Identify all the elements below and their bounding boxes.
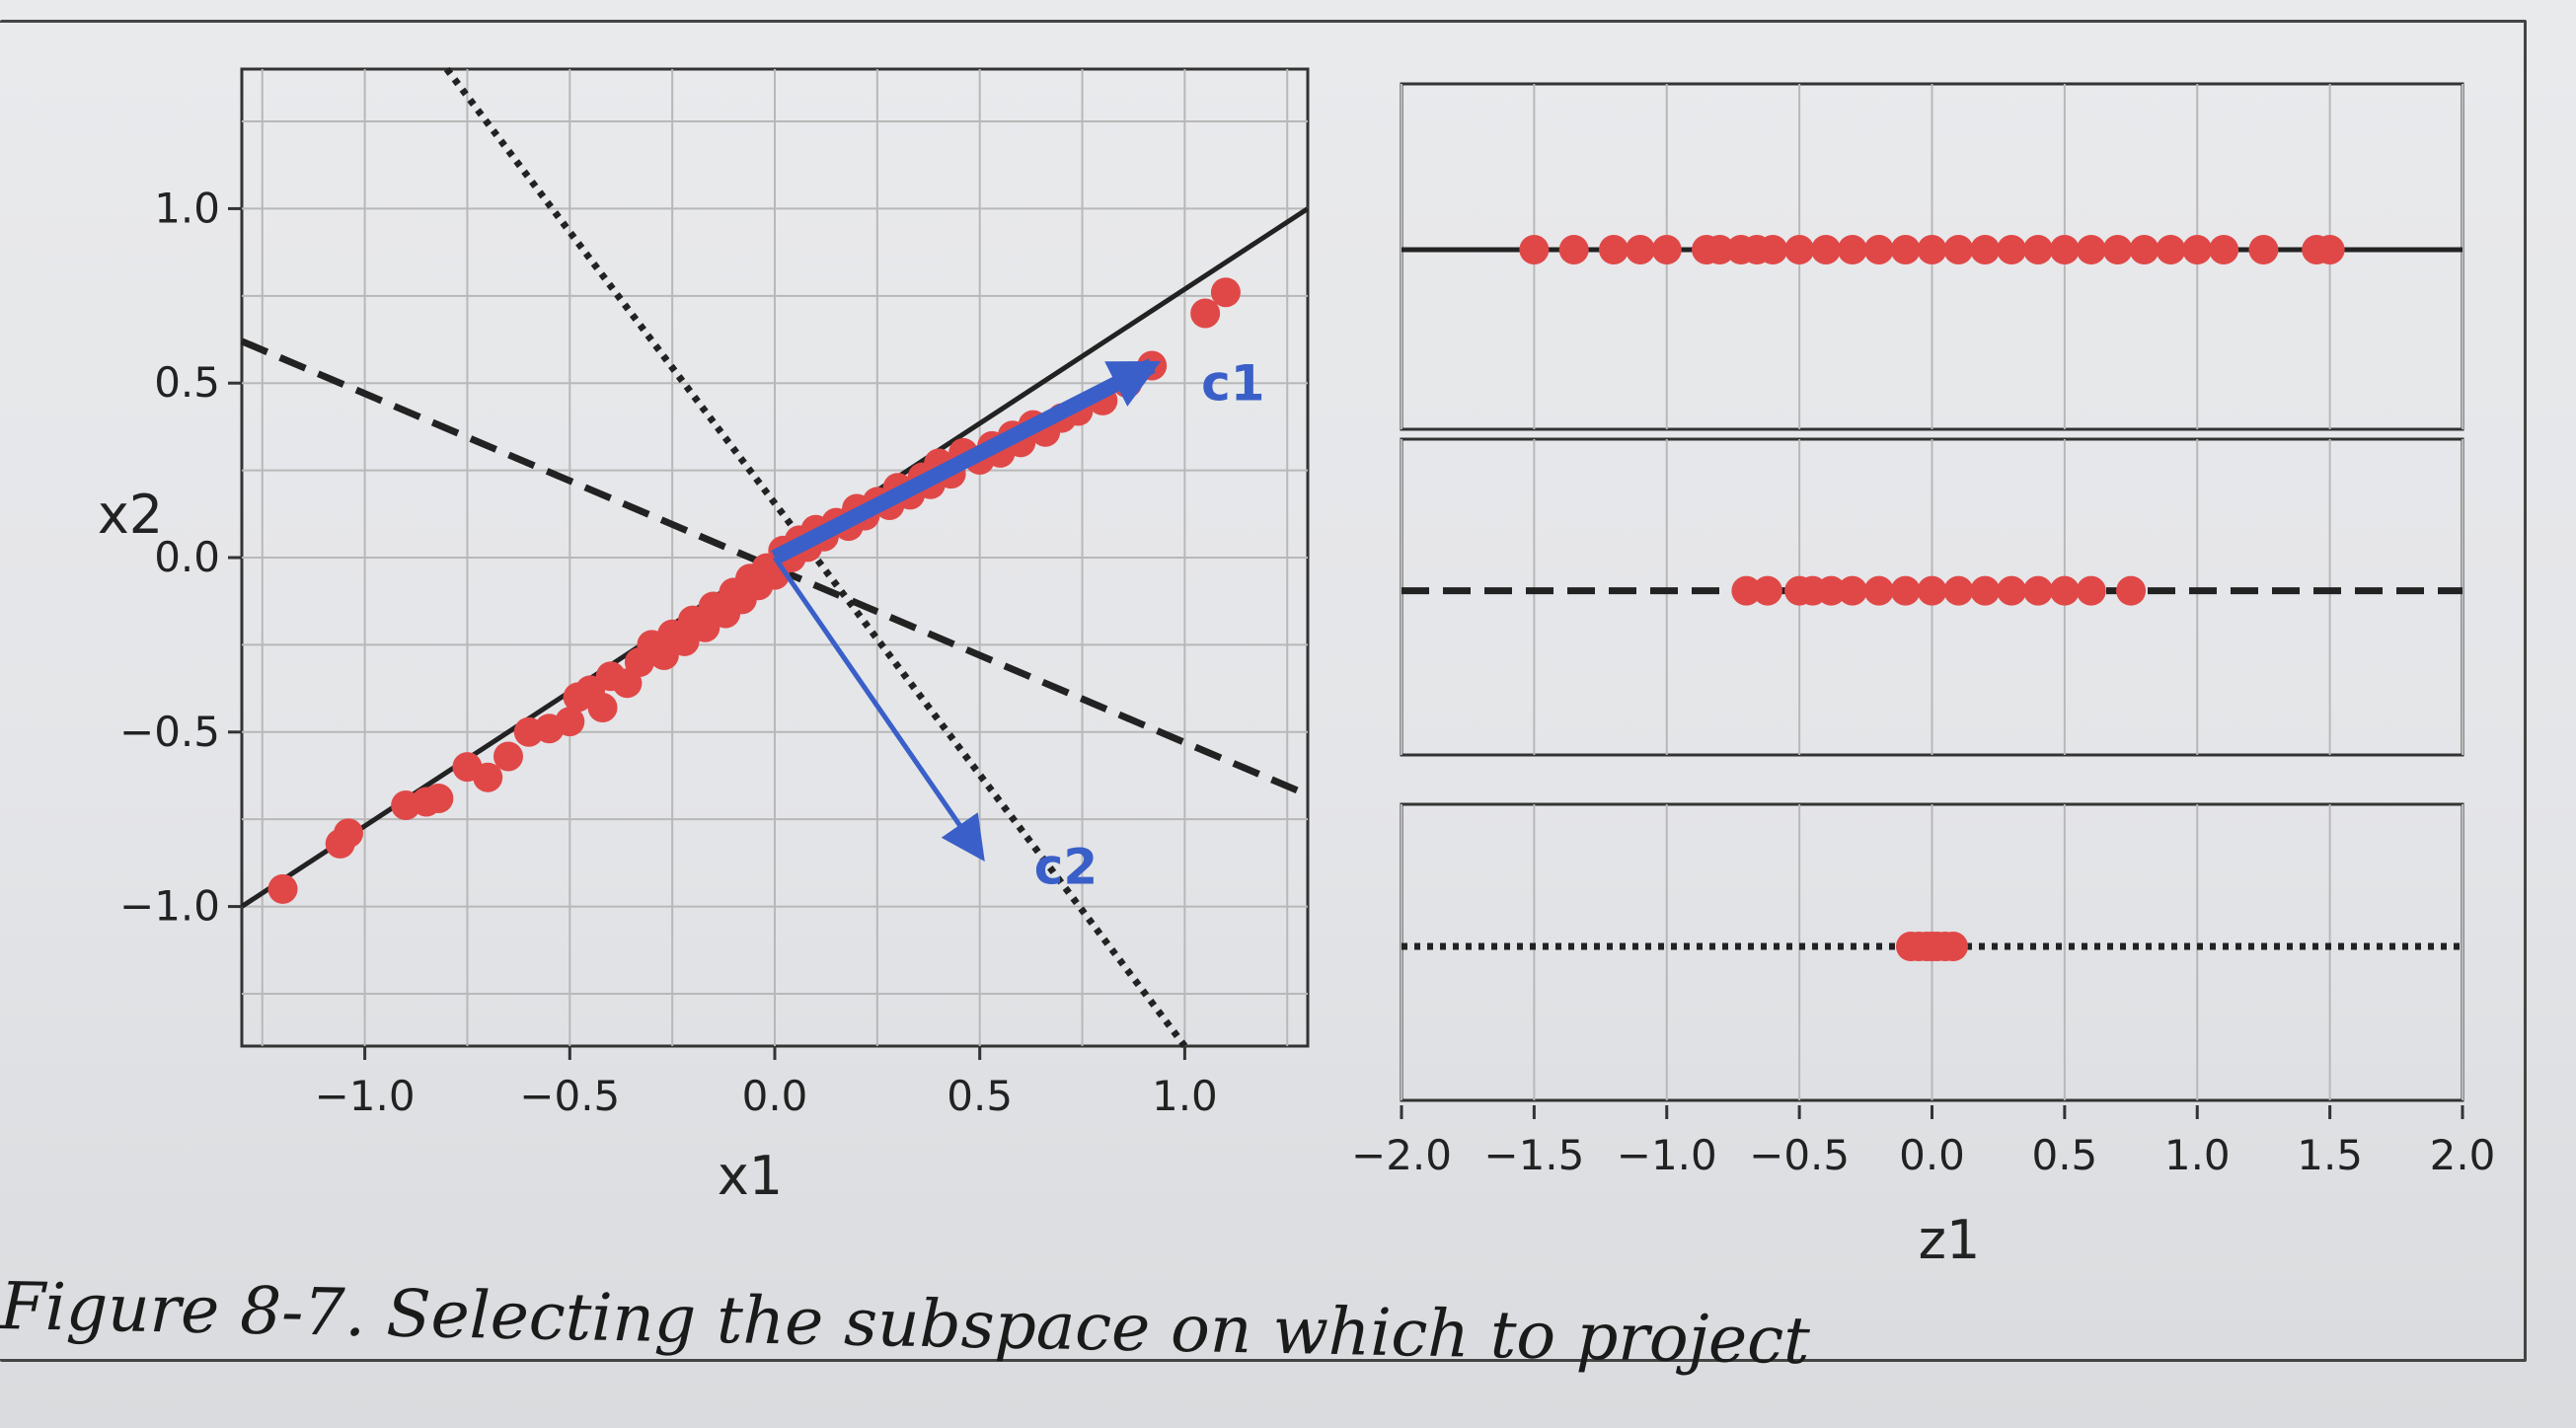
right-plots: −2.0 −1.5 −1.0 −0.5 0.0 0.5 1.0 1.5 2.0 z1: [1351, 82, 2495, 1271]
right-panel-1-point-1: [1752, 575, 1782, 606]
right-panel-dashed: [1400, 437, 2464, 757]
left-plot-x-ticks: −1.0 −0.5 0.0 0.5 1.0: [315, 1046, 1218, 1120]
left-plot-x-axis-label: x1: [718, 1145, 783, 1207]
right-panel-0-point-23: [2129, 235, 2159, 264]
left-point-2: [334, 818, 363, 849]
right-panel-0-point-4: [1651, 235, 1682, 264]
left-xtick-label-2: 0.0: [742, 1072, 808, 1120]
right-panel-0-point-15: [1917, 235, 1947, 264]
right-plot-x-axis-label: z1: [1919, 1209, 1981, 1271]
right-panel-0-point-0: [1519, 235, 1550, 264]
right-panel-1-point-13: [2049, 575, 2080, 606]
right-xtick-label-3: −0.5: [1749, 1131, 1850, 1179]
left-point-64: [1210, 277, 1241, 308]
left-ytick-label-0: −1.0: [119, 882, 220, 931]
right-panel-1-point-4: [1816, 575, 1847, 606]
left-plot-y-axis-label: x2: [98, 484, 163, 546]
right-panel-1-point-8: [1917, 575, 1947, 606]
right-panel-1-point-10: [1970, 575, 2001, 606]
right-panel-0-point-17: [1970, 235, 2001, 264]
right-xtick-label-5: 0.5: [2031, 1131, 2097, 1179]
right-xtick-label-7: 1.5: [2297, 1131, 2363, 1179]
right-panel-0-point-10: [1784, 235, 1815, 264]
right-panel-0-point-27: [2248, 235, 2279, 264]
left-ytick-label-1: −0.5: [119, 708, 220, 756]
left-plot-vectors: c1 c2: [771, 355, 1265, 896]
right-xtick-label-2: −1.0: [1617, 1131, 1717, 1179]
left-plot-points: [267, 277, 1241, 904]
left-xtick-label-0: −1.0: [315, 1072, 416, 1120]
left-point-14: [587, 693, 618, 723]
right-panel-0-point-22: [2102, 235, 2133, 264]
vector-label-c2: c2: [1034, 839, 1098, 896]
left-point-0: [267, 873, 298, 904]
right-panel-1-point-15: [2116, 575, 2147, 606]
right-panel-0-point-3: [1625, 235, 1655, 264]
right-panel-0-point-1: [1558, 235, 1589, 264]
right-panel-0-point-21: [2076, 235, 2106, 264]
right-panel-0-point-24: [2156, 235, 2186, 264]
right-panel-1-point-6: [1863, 575, 1894, 606]
left-ytick-label-4: 1.0: [154, 184, 220, 232]
right-panel-2-point-6: [1938, 932, 1968, 961]
left-ytick-label-2: 0.0: [154, 533, 220, 581]
right-panel-dotted: [1400, 802, 2464, 1102]
left-point-11: [555, 707, 585, 737]
left-plot-grid: [242, 69, 1308, 1046]
left-xtick-label-4: 1.0: [1152, 1072, 1218, 1120]
right-panel-0-point-20: [2049, 235, 2080, 264]
right-panel-1-point-0: [1731, 575, 1762, 606]
left-ytick-label-3: 0.5: [154, 358, 220, 407]
left-point-8: [493, 741, 523, 772]
right-panel-0-point-9: [1758, 235, 1788, 264]
left-point-5: [423, 783, 454, 813]
left-point-63: [1190, 298, 1221, 329]
right-panel-0-point-6: [1705, 235, 1735, 264]
right-panel-0-point-25: [2182, 235, 2213, 264]
right-xtick-label-0: −2.0: [1351, 1131, 1452, 1179]
left-point-7: [473, 762, 503, 792]
right-panel-0-point-19: [2023, 235, 2053, 264]
right-panel-1-point-9: [1943, 575, 1974, 606]
right-plot-x-ticks: −2.0 −1.5 −1.0 −0.5 0.0 0.5 1.0 1.5 2.0: [1351, 1105, 2495, 1179]
right-panel-0-point-2: [1599, 235, 1629, 264]
right-panel-1-point-11: [1997, 575, 2027, 606]
right-panel-1-point-7: [1890, 575, 1921, 606]
vector-c2: [772, 556, 985, 862]
left-plot-y-ticks: −1.0 −0.5 0.0 0.5 1.0: [119, 184, 242, 931]
vector-c1: [771, 358, 1162, 565]
right-panel-0-point-29: [2314, 235, 2345, 264]
left-xtick-label-3: 0.5: [947, 1072, 1013, 1120]
right-panel-0-point-11: [1811, 235, 1841, 264]
right-xtick-label-6: 1.0: [2164, 1131, 2231, 1179]
right-xtick-label-8: 2.0: [2430, 1131, 2496, 1179]
right-xtick-label-1: −1.5: [1483, 1131, 1584, 1179]
right-panel-0-point-18: [1997, 235, 2027, 264]
right-panel-0-point-26: [2209, 235, 2239, 264]
vector-label-c1: c1: [1201, 355, 1264, 413]
left-xtick-label-1: −0.5: [519, 1072, 620, 1120]
right-panel-0-point-16: [1943, 235, 1974, 264]
left-plot: c1 c2 −1.0 −0.5 0.0 0.5 1.0 −1.0 −0.5 0.0 0.5 1.0…: [98, 66, 1310, 1207]
right-xtick-label-4: 0.0: [1899, 1131, 1965, 1179]
right-panel-0-point-14: [1890, 235, 1921, 264]
right-plot-panels: [1400, 82, 2464, 1102]
right-panel-0-point-12: [1837, 235, 1867, 264]
right-panel-1-point-12: [2023, 575, 2053, 606]
left-line-dashed: [240, 338, 1310, 798]
right-panel-1-point-14: [2076, 575, 2106, 606]
right-panel-0-point-13: [1863, 235, 1894, 264]
right-panel-1-point-5: [1837, 575, 1867, 606]
right-panel-solid: [1400, 82, 2464, 431]
